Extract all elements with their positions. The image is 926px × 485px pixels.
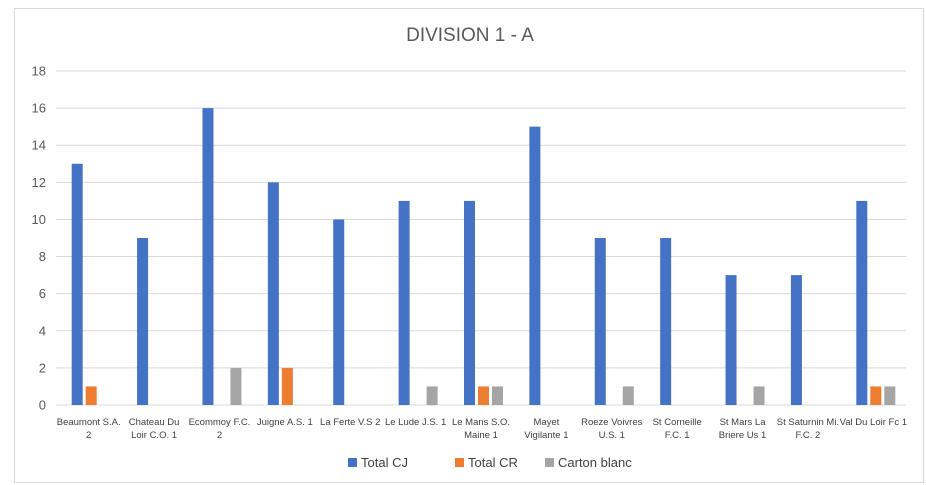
x-category-line: 2 — [86, 430, 91, 441]
y-tick-label: 8 — [39, 249, 46, 264]
x-category-label: Val Du Loir Fc 1 — [840, 417, 907, 428]
x-category-label: La Ferte V.S 2 — [320, 417, 380, 428]
bar-carton-blanc — [884, 386, 896, 405]
x-category-line: Mayet — [533, 417, 559, 428]
x-category-line: Chateau Du — [129, 417, 180, 428]
bar-carton-blanc — [753, 386, 765, 405]
gridlines — [56, 70, 906, 406]
legend: Total CJ Total CR Carton blanc — [348, 455, 632, 470]
y-tick-label: 18 — [32, 64, 46, 79]
bar-total-cj — [790, 275, 802, 405]
x-category-label: Mayet Vigilante 1 — [524, 417, 568, 441]
x-category-label: Roeze Voivres U.S. 1 — [581, 417, 643, 441]
y-axis: 0 2 4 6 8 10 12 14 16 18 — [32, 64, 46, 413]
x-category-label: Chateau Du Loir C.O. 1 — [129, 417, 180, 441]
x-category-label: Ecommoy F.C. 2 — [189, 417, 251, 441]
bar-total-cj — [267, 182, 279, 405]
legend-swatch — [545, 458, 554, 467]
legend-label: Total CJ — [361, 455, 408, 470]
y-tick-label: 6 — [39, 286, 46, 301]
y-tick-label: 0 — [39, 398, 46, 413]
x-category-line: Loir C.O. 1 — [131, 430, 177, 441]
x-category-line: Beaumont S.A. — [57, 417, 121, 428]
y-tick-label: 4 — [39, 323, 46, 338]
y-tick-label: 10 — [32, 212, 46, 227]
x-category-line: Briere Us 1 — [719, 430, 767, 441]
x-category-line: Val Du Loir Fc 1 — [840, 417, 907, 428]
y-tick-label: 14 — [32, 138, 46, 153]
bar-total-cj — [464, 200, 475, 405]
x-category-line: U.S. 1 — [599, 430, 625, 441]
legend-swatch — [455, 458, 464, 467]
chart-title: DIVISION 1 - A — [406, 25, 534, 46]
x-category-line: Ecommoy F.C. — [189, 417, 251, 428]
bar-total-cj — [202, 108, 214, 405]
bars — [71, 108, 896, 406]
x-category-line: Vigilante 1 — [524, 430, 568, 441]
x-category-line: St Mars La — [720, 417, 767, 428]
x-category-line: Le Mans S.O. — [452, 417, 510, 428]
bar-total-cj — [137, 238, 149, 405]
bar-total-cr — [478, 386, 489, 405]
bar-total-cj — [856, 200, 868, 405]
bar-carton-blanc — [230, 367, 242, 405]
x-category-line: St Saturnin Mi. — [777, 417, 839, 428]
legend-label: Total CR — [468, 455, 518, 470]
x-category-label: Le Mans S.O. Maine 1 — [452, 417, 510, 441]
x-axis: Beaumont S.A. 2 Chateau Du Loir C.O. 1 Ecomm… — [57, 417, 907, 441]
legend-swatch — [348, 458, 357, 467]
x-category-line: F.C. 2 — [796, 430, 821, 441]
x-category-line: 2 — [217, 430, 222, 441]
x-category-line: F.C. 1 — [665, 430, 690, 441]
bar-total-cj — [529, 126, 541, 406]
y-tick-label: 16 — [32, 101, 46, 116]
x-category-label: St Saturnin Mi. F.C. 2 — [777, 417, 839, 441]
x-category-line: La Ferte V.S 2 — [320, 417, 380, 428]
x-category-line: St Corneille — [653, 417, 702, 428]
bar-total-cj — [333, 219, 345, 405]
bar-total-cr — [870, 386, 882, 405]
x-category-label: St Mars La Briere Us 1 — [719, 417, 767, 441]
bar-carton-blanc — [426, 386, 438, 405]
bar-total-cj — [660, 238, 672, 405]
x-category-line: Maine 1 — [464, 430, 498, 441]
legend-label: Carton blanc — [558, 455, 632, 470]
bar-carton-blanc — [622, 386, 634, 405]
bar-total-cr — [281, 367, 293, 405]
bar-total-cr — [85, 386, 97, 405]
bar-total-cj — [594, 238, 606, 405]
x-category-line: Juigne A.S. 1 — [257, 417, 313, 428]
x-category-label: Le Lude J.S. 1 — [385, 417, 446, 428]
y-tick-label: 2 — [39, 360, 46, 375]
x-category-label: Juigne A.S. 1 — [257, 417, 313, 428]
bar-total-cj — [725, 275, 737, 405]
y-tick-label: 12 — [32, 175, 46, 190]
bar-total-cj — [71, 163, 83, 405]
bar-carton-blanc — [492, 386, 503, 405]
x-category-label: St Corneille F.C. 1 — [653, 417, 702, 441]
x-category-line: Roeze Voivres — [581, 417, 643, 428]
x-category-line: Le Lude J.S. 1 — [385, 417, 446, 428]
bar-total-cj — [398, 200, 410, 405]
x-category-label: Beaumont S.A. 2 — [57, 417, 121, 441]
